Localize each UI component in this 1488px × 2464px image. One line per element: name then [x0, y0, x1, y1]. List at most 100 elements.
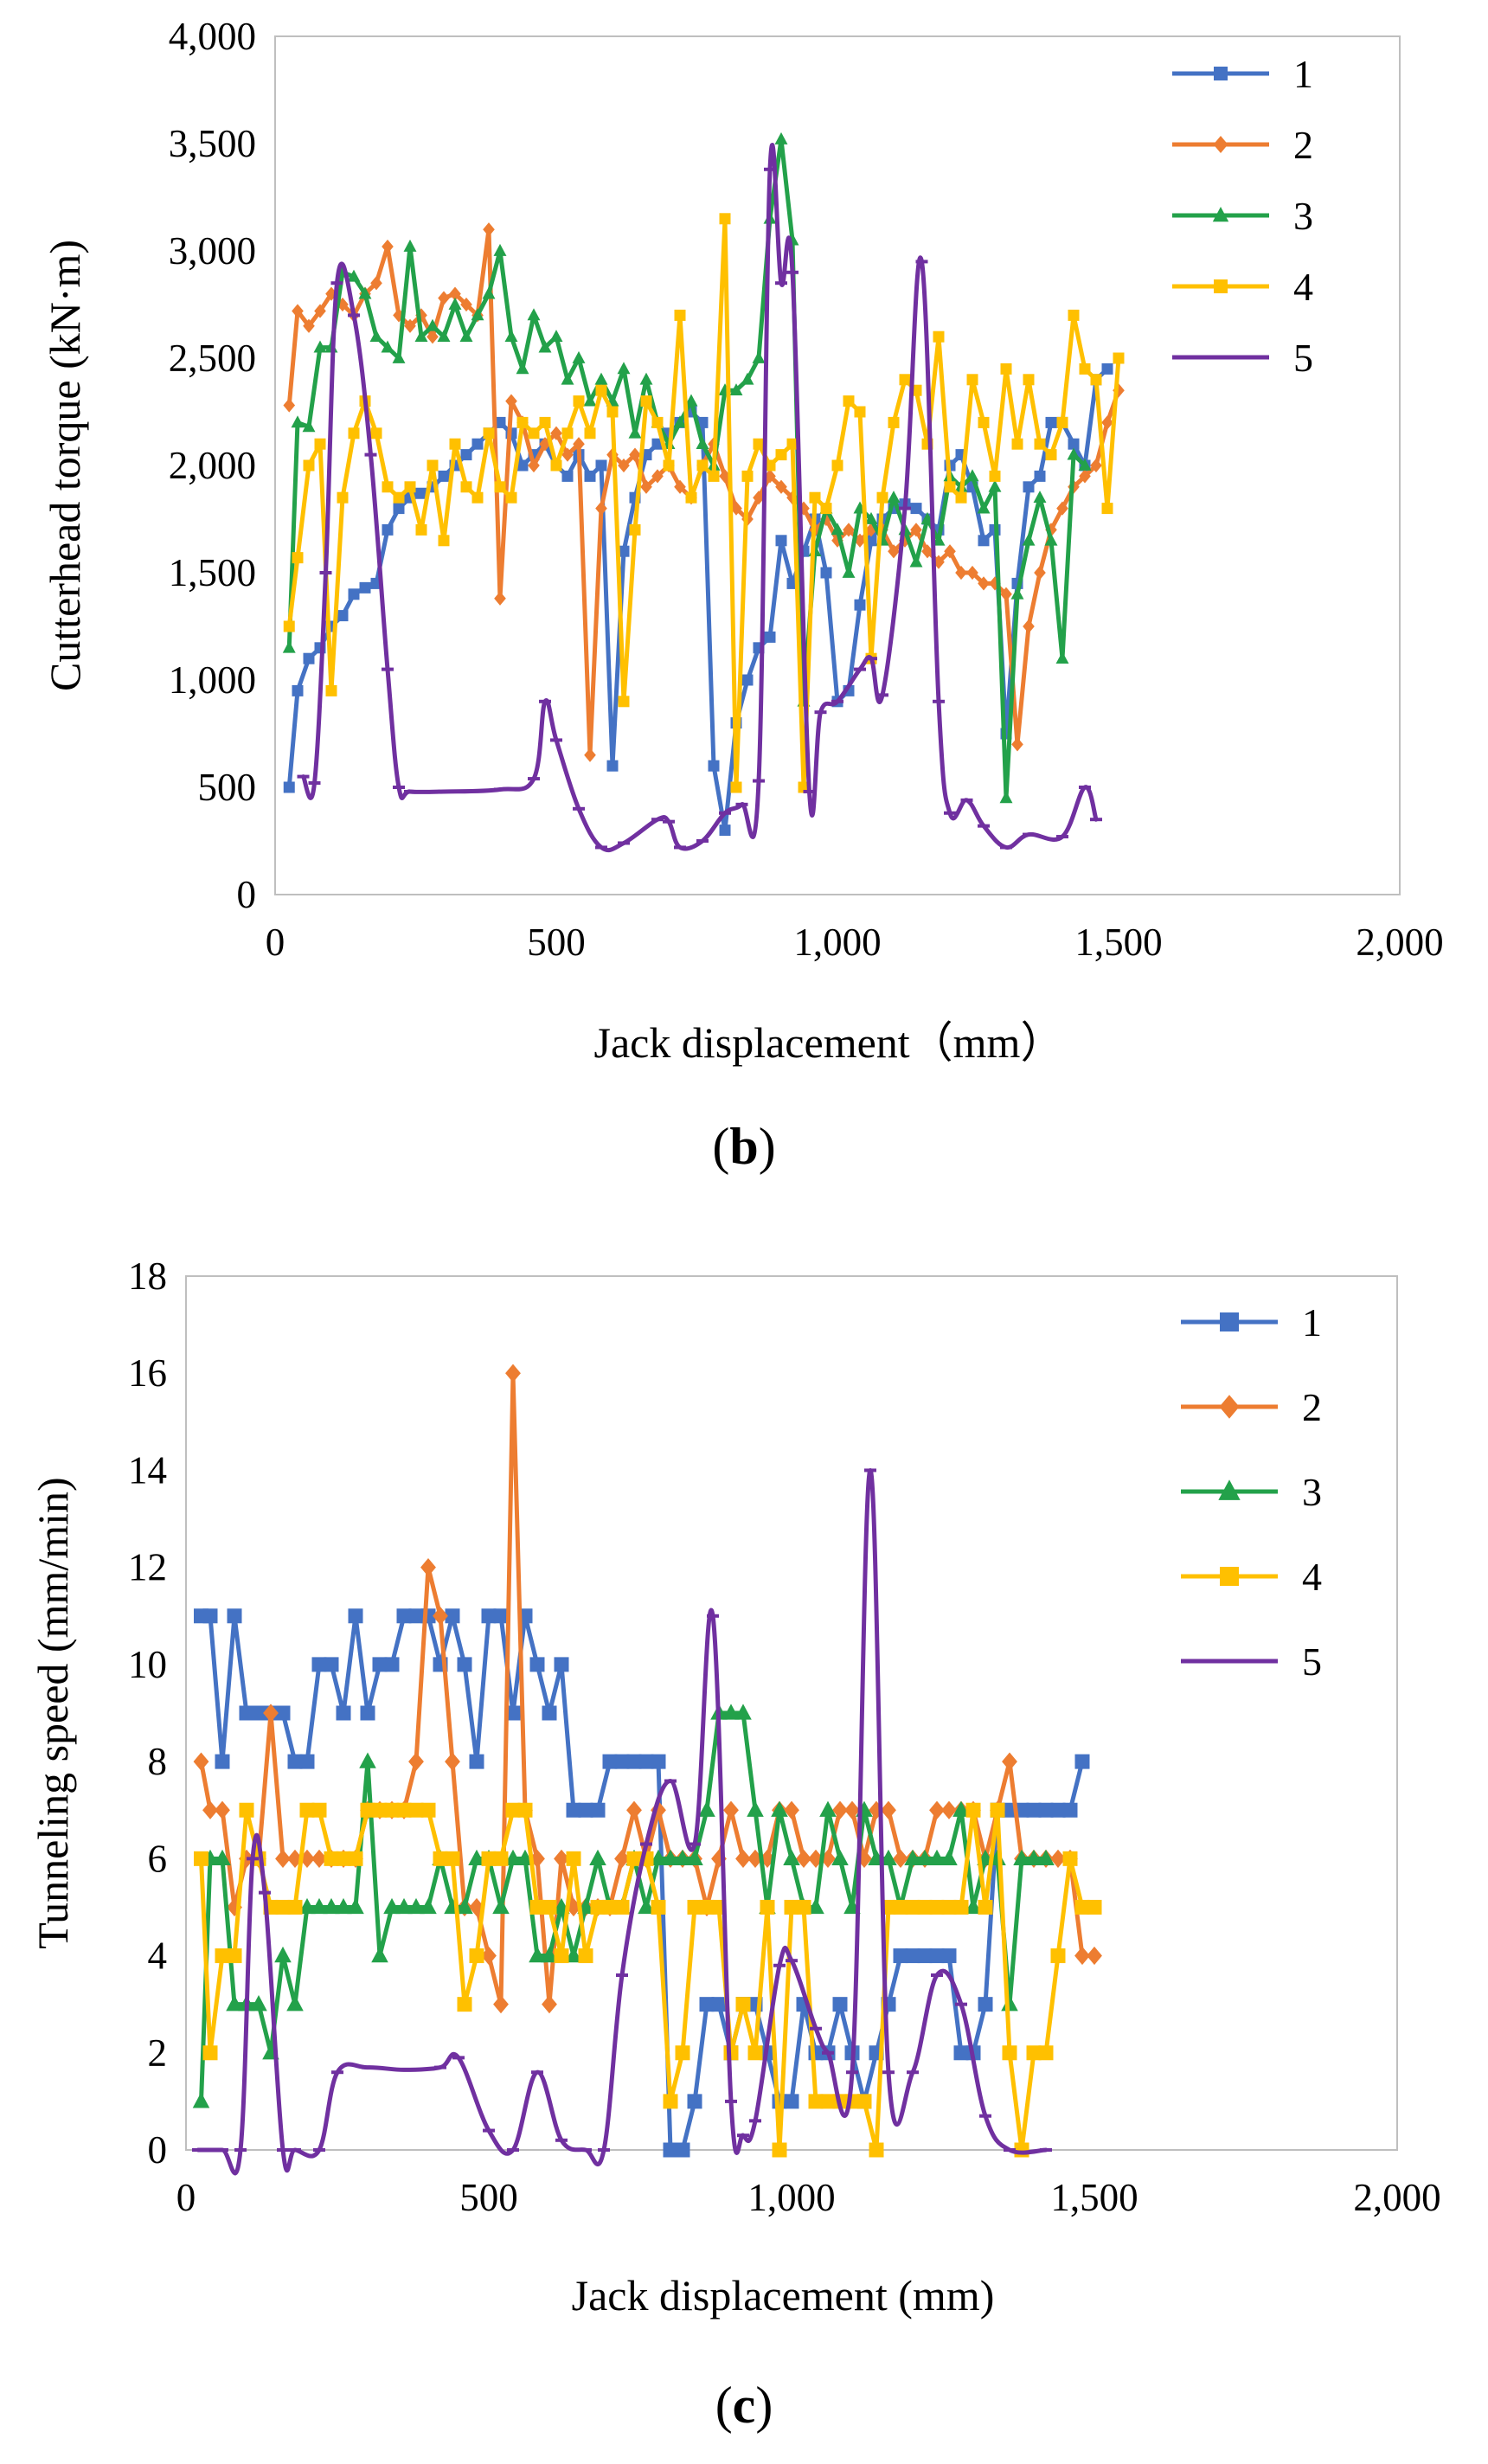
data-point	[955, 491, 967, 504]
data-point	[842, 565, 856, 578]
data-point	[274, 1946, 292, 1963]
data-point	[303, 652, 315, 664]
data-point	[1038, 2045, 1054, 2061]
data-point	[408, 1752, 424, 1771]
data-point	[227, 1948, 242, 1964]
data-point	[685, 491, 697, 504]
data-point	[921, 544, 933, 559]
data-point	[723, 1800, 739, 1819]
data-point	[370, 276, 382, 291]
data-point	[638, 1754, 654, 1769]
data-point	[347, 269, 361, 282]
data-point	[192, 2092, 210, 2108]
data-point	[573, 437, 585, 452]
data-point	[314, 438, 326, 450]
data-point	[445, 1851, 460, 1866]
data-point	[809, 491, 821, 504]
data-point	[471, 438, 484, 450]
data-point	[893, 1849, 908, 1868]
data-point	[554, 1849, 569, 1868]
data-point	[1068, 438, 1080, 450]
data-point	[698, 1800, 715, 1817]
y-tick-label: 16	[128, 1351, 167, 1395]
data-point	[735, 1997, 751, 2012]
series-line-1	[286, 366, 1110, 833]
data-point	[554, 1948, 569, 1964]
legend-marker	[1213, 136, 1228, 153]
legend-label: 5	[1302, 1639, 1322, 1684]
data-point	[953, 2045, 969, 2061]
data-point	[215, 1754, 230, 1769]
data-point	[275, 1899, 291, 1915]
data-point	[626, 1851, 642, 1866]
data-point	[905, 1948, 920, 1964]
data-point	[1079, 469, 1091, 484]
data-point	[359, 1752, 376, 1768]
data-point	[941, 1948, 957, 1964]
x-tick-label: 1,000	[747, 2176, 835, 2219]
data-point	[263, 1704, 279, 1723]
data-point	[730, 501, 742, 516]
data-point	[287, 1754, 303, 1769]
data-point	[372, 1657, 388, 1672]
data-point	[250, 1995, 267, 2012]
data-point	[275, 1705, 291, 1721]
data-point	[663, 2094, 678, 2109]
data-point	[617, 362, 631, 375]
data-point	[323, 1897, 340, 1915]
data-point	[1002, 2045, 1017, 2061]
data-point	[298, 1897, 316, 1915]
panel-label: (c)	[715, 2377, 773, 2434]
data-point	[448, 297, 462, 310]
data-point	[989, 470, 1001, 482]
y-tick-label: 3,500	[169, 122, 256, 165]
data-point	[493, 1995, 509, 2014]
data-point	[1101, 363, 1113, 375]
legend-label: 2	[1302, 1385, 1322, 1429]
data-point	[392, 350, 406, 363]
x-tick-label: 0	[176, 2176, 196, 2219]
data-point	[1033, 491, 1047, 504]
data-point	[292, 552, 304, 564]
data-point	[493, 243, 507, 256]
data-point	[888, 544, 900, 559]
data-point	[468, 1849, 485, 1865]
data-point	[807, 1897, 824, 1915]
data-point	[618, 545, 630, 557]
data-point	[614, 1899, 630, 1915]
data-point	[910, 503, 922, 515]
data-point	[932, 533, 946, 546]
data-point	[808, 2094, 824, 2109]
data-point	[505, 1364, 521, 1383]
data-point	[606, 406, 619, 418]
data-point	[251, 1705, 266, 1721]
data-point	[988, 479, 1002, 492]
series-4	[283, 213, 1125, 793]
data-point	[869, 2142, 884, 2158]
data-point	[1045, 416, 1057, 428]
data-point	[1023, 374, 1035, 386]
data-point	[542, 1705, 557, 1721]
data-point	[407, 1897, 425, 1915]
data-point	[202, 1608, 218, 1624]
data-point	[944, 544, 956, 559]
data-point	[539, 416, 551, 428]
data-point	[651, 1899, 666, 1915]
data-point	[337, 610, 349, 622]
data-point	[869, 1800, 884, 1819]
data-point	[414, 330, 428, 343]
data-point	[904, 1849, 921, 1865]
data-point	[469, 1948, 484, 1964]
data-point	[1050, 1802, 1066, 1818]
data-point	[747, 1849, 763, 1868]
data-point	[504, 1849, 522, 1865]
data-point	[663, 2142, 678, 2158]
x-tick-label: 1,500	[1074, 921, 1162, 964]
data-point	[856, 1849, 872, 1868]
data-point	[590, 1802, 606, 1818]
data-point	[808, 1849, 824, 1868]
data-point	[1025, 1849, 1042, 1865]
data-point	[283, 781, 295, 793]
data-point	[771, 1800, 788, 1817]
data-point	[589, 1849, 606, 1865]
